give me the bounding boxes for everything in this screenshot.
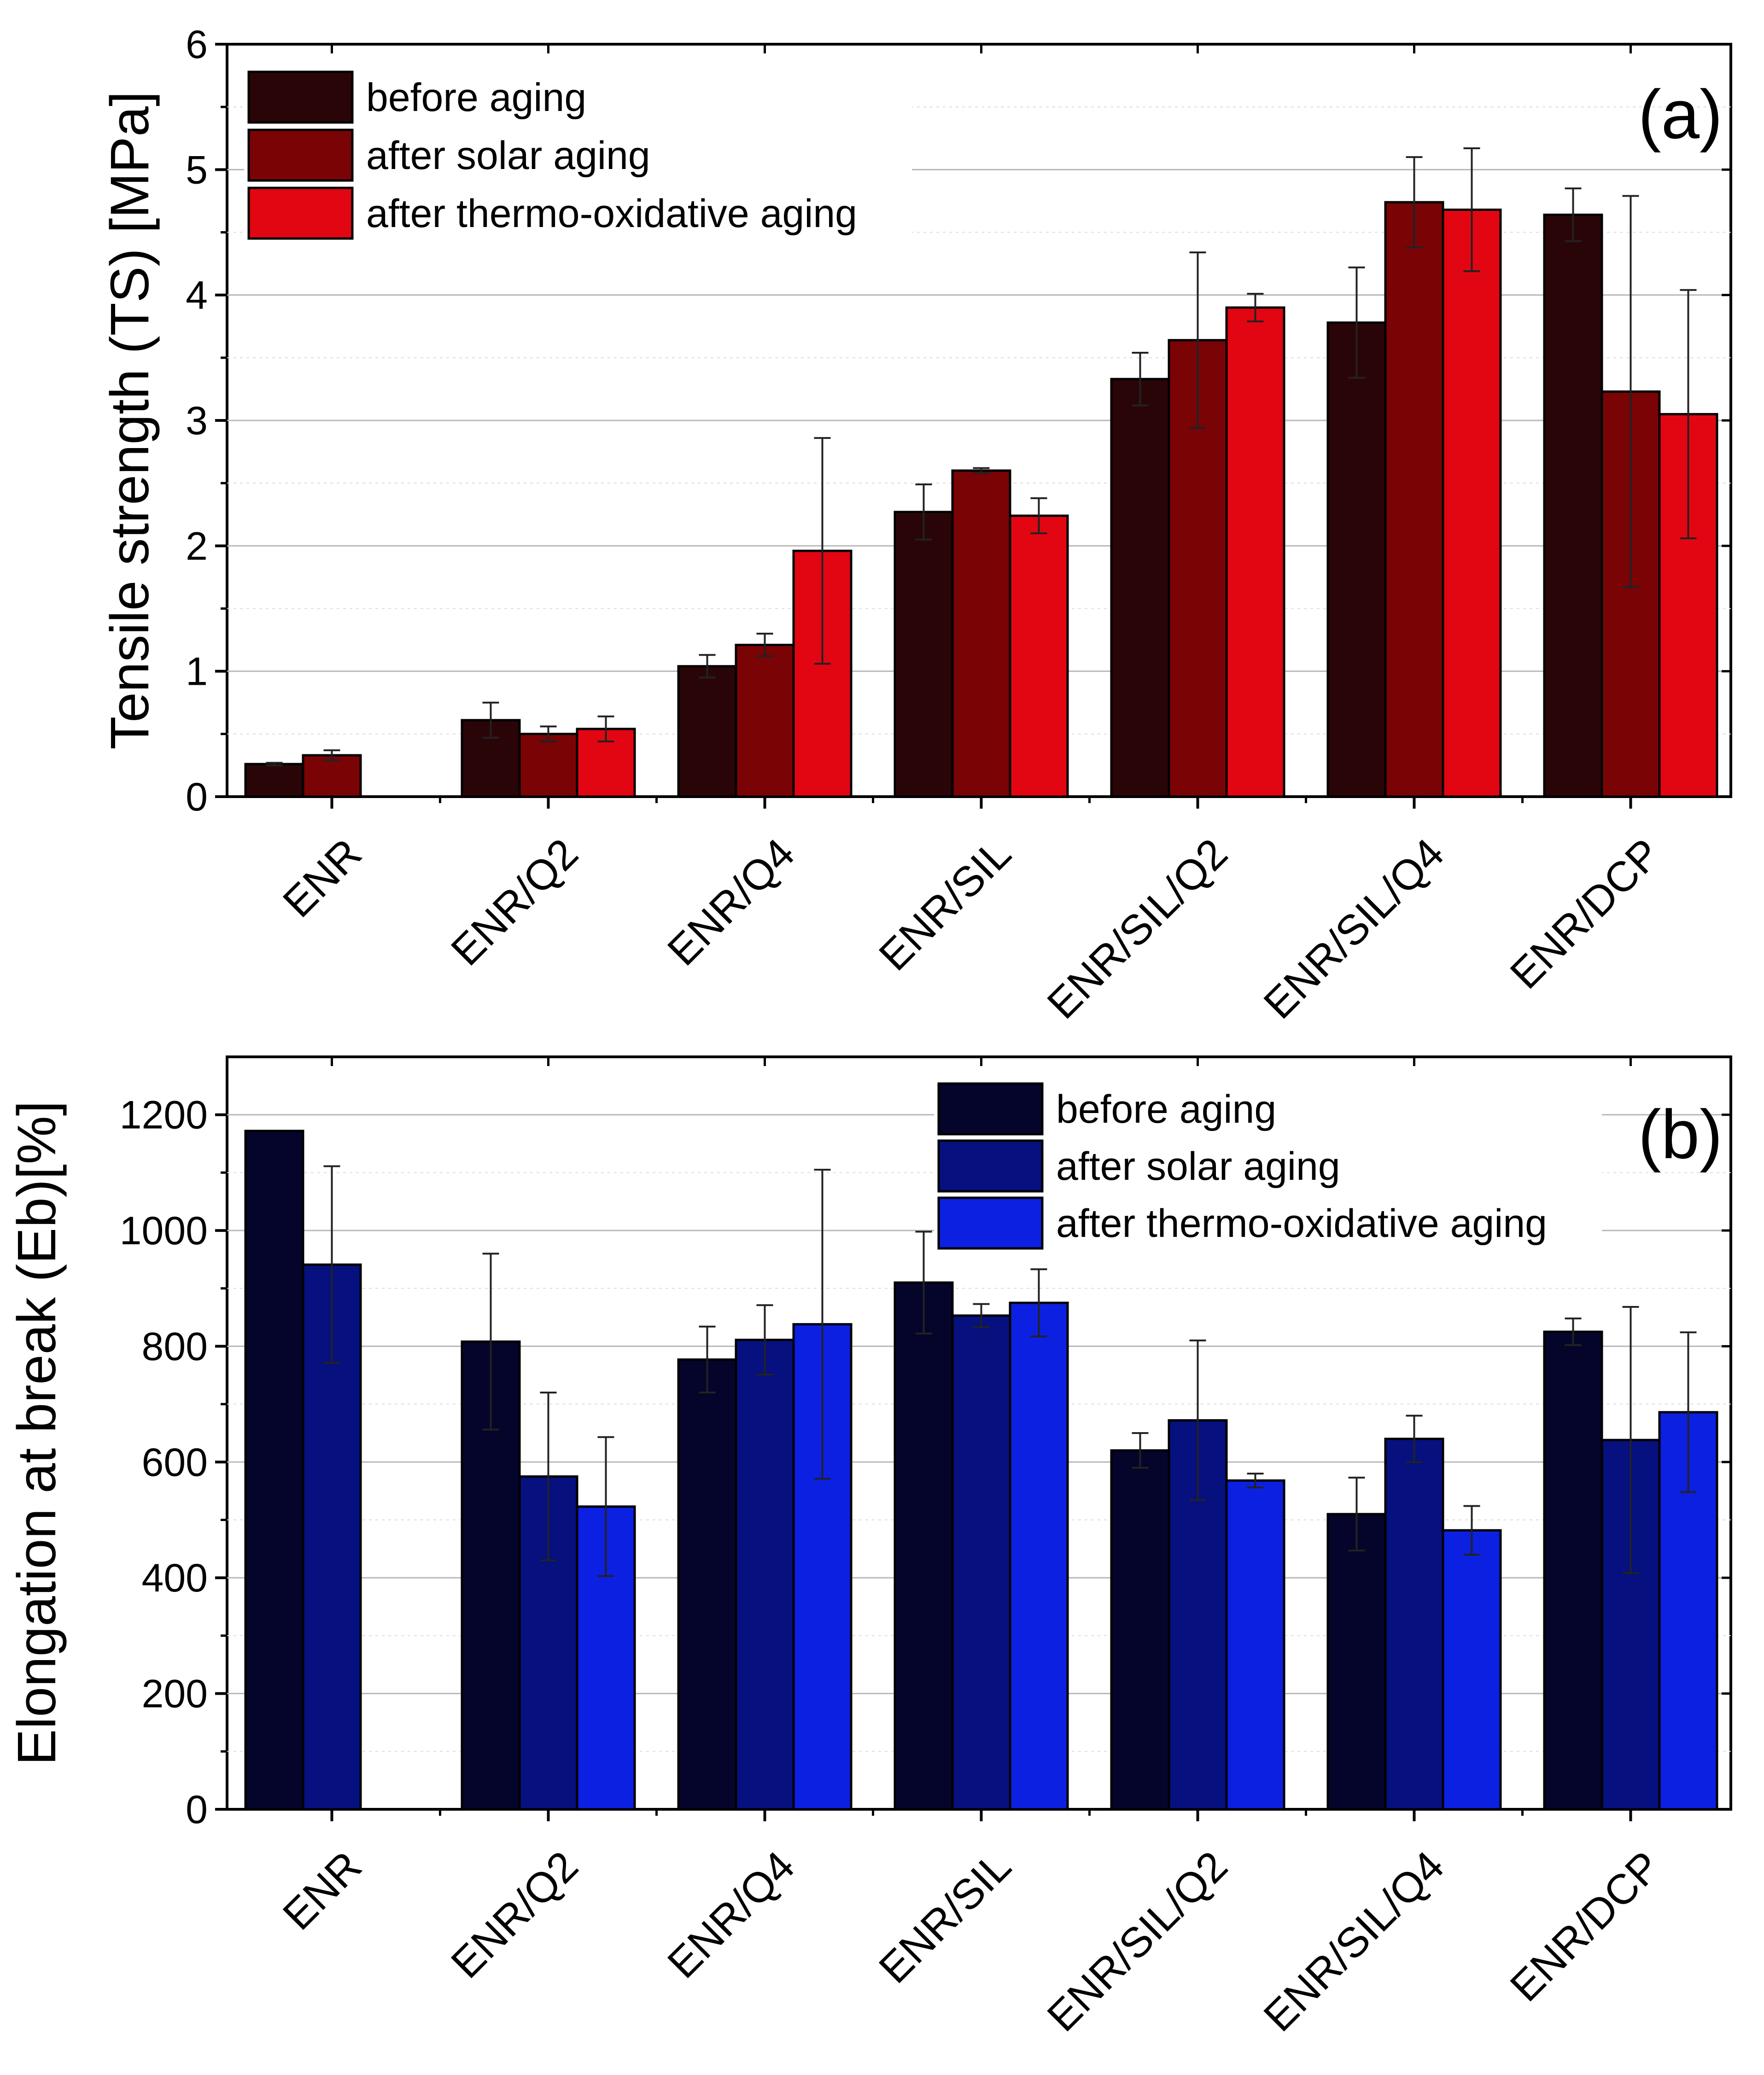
bar-b-s0-c4 [1110,1449,1170,1811]
bar-a-s0-c4 [1110,378,1170,798]
bar-a-s2-c5 [1442,208,1502,798]
legend-swatch [247,187,354,240]
legend-background [934,1079,1602,1255]
y-tick-label: 600 [142,1440,208,1485]
bar-b-s2-c4 [1225,1479,1285,1811]
y-tick-label: 1200 [120,1093,208,1137]
panel-a-legend: before aging after solar aging after therm… [244,67,912,246]
bar-a-s2-c3 [1009,514,1069,798]
bar-b-s0-c6 [1543,1330,1603,1811]
panel-b-bars [244,1130,1718,1811]
y-tick-label: 0 [186,775,208,819]
legend-label: before aging [1056,1087,1276,1131]
legend-label: after solar aging [366,134,650,178]
y-tick-label: 200 [142,1672,208,1716]
legend-label: after solar aging [1056,1144,1340,1189]
legend-swatch [247,128,354,182]
y-tick-label: 4 [186,274,208,318]
bar-a-s1-c5 [1384,201,1444,798]
bar-b-s0-c0 [244,1130,304,1811]
bar-a-s0-c0 [244,763,304,798]
legend-label: after thermo-oxidative aging [366,192,857,236]
bar-a-s0-c3 [894,511,954,798]
legend-label: before aging [366,76,586,120]
bar-a-s2-c4 [1225,306,1285,798]
bar-b-s1-c2 [735,1339,795,1811]
y-tick-label: 5 [186,148,208,192]
bar-a-s1-c2 [735,643,795,798]
panel-b-y-ticks: 0 200 400 600 800 1000 1200 [120,1093,1731,1832]
y-tick-label: 2 [186,524,208,568]
bar-a-s0-c2 [677,665,737,798]
bar-b-s0-c5 [1326,1513,1387,1811]
bar-a-s1-c1 [518,733,578,798]
bar-b-s0-c2 [677,1358,737,1811]
bar-a-s0-c5 [1326,321,1387,798]
y-tick-label: 1 [186,650,208,694]
bar-b-s2-c5 [1442,1529,1502,1811]
panel-a-y-axis-title: Tensile strength (TS) [MPa] [99,91,160,750]
legend-swatch [937,1196,1044,1250]
y-tick-label: 1000 [120,1209,208,1253]
y-tick-label: 800 [142,1324,208,1369]
bar-b-s0-c3 [894,1281,954,1811]
bar-b-s2-c6 [1658,1411,1718,1811]
y-tick-label: 400 [142,1556,208,1600]
legend-swatch [247,70,354,124]
panel-b-y-axis-title: Elongation at break (Eb)[%] [6,1101,67,1765]
panel-b-label: (b) [1638,1096,1723,1173]
y-tick-label: 0 [186,1788,208,1832]
bar-b-s1-c5 [1384,1438,1444,1811]
panel-a-error-bars [266,147,1697,766]
bar-b-s0-c1 [461,1340,521,1811]
bar-a-s0-c6 [1543,213,1603,798]
panel-b-legend: before aging after solar aging after therm… [934,1079,1602,1255]
panel-b-error-bars [323,1165,1697,1577]
y-tick-label: 3 [186,399,208,443]
panel-a-label: (a) [1638,76,1723,153]
y-tick-label: 6 [186,23,208,67]
panel-a-y-ticks: 0 1 2 3 4 5 6 [186,23,1731,819]
legend-swatch [937,1082,1044,1136]
bar-b-s2-c3 [1009,1301,1069,1811]
legend-background [244,67,912,246]
legend-swatch [937,1139,1044,1193]
bar-a-s1-c3 [951,469,1011,798]
legend-label: after thermo-oxidative aging [1056,1201,1547,1246]
bar-a-s1-c0 [302,754,362,798]
bar-b-s1-c3 [951,1314,1011,1811]
